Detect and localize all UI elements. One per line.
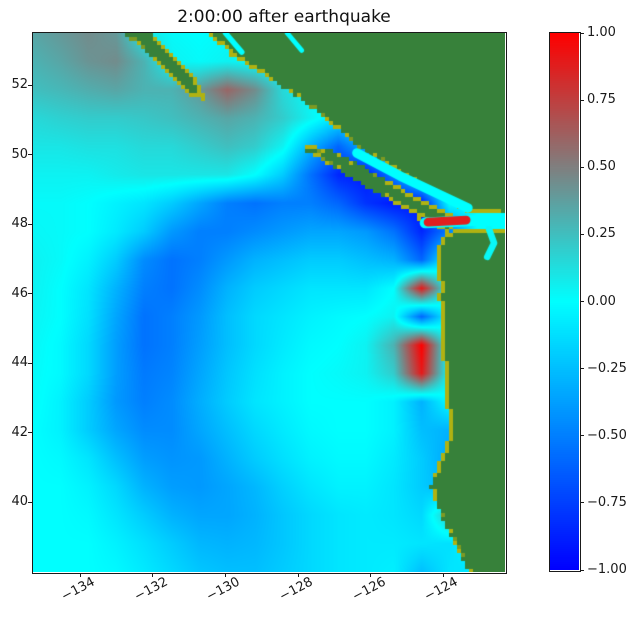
colorbar-tick-label: 0.75 bbox=[587, 92, 616, 108]
y-tick-mark bbox=[28, 154, 32, 156]
colorbar-tick-label: −0.75 bbox=[587, 494, 627, 510]
x-tick-mark bbox=[224, 573, 226, 577]
y-tick-label: 46 bbox=[11, 285, 28, 301]
y-tick-label: 48 bbox=[11, 216, 28, 232]
colorbar-tick-mark bbox=[580, 233, 584, 235]
y-tick-label: 52 bbox=[11, 77, 28, 93]
y-tick-mark bbox=[28, 84, 32, 86]
y-tick-mark bbox=[28, 223, 32, 225]
colorbar-tick-mark bbox=[580, 301, 584, 302]
x-tick-mark bbox=[79, 573, 81, 577]
x-tick-label: −134 bbox=[59, 574, 98, 605]
y-tick-mark bbox=[28, 501, 32, 503]
y-tick-mark bbox=[28, 293, 32, 295]
map-heatmap-canvas bbox=[33, 33, 505, 572]
x-tick-label: −126 bbox=[349, 574, 389, 605]
colorbar-tick-mark bbox=[580, 569, 584, 571]
colorbar-tick-mark bbox=[580, 166, 584, 168]
x-tick-label: −124 bbox=[422, 574, 461, 605]
x-tick-mark bbox=[370, 573, 372, 577]
x-tick-label: −130 bbox=[204, 574, 243, 605]
colorbar-tick-label: 0.00 bbox=[587, 293, 616, 309]
y-tick-label: 42 bbox=[11, 424, 28, 440]
y-tick-label: 44 bbox=[11, 355, 28, 371]
y-tick-mark bbox=[28, 362, 32, 364]
colorbar-canvas bbox=[550, 33, 579, 570]
y-tick-label: 50 bbox=[11, 146, 28, 162]
plot-title: 2:00:00 after earthquake bbox=[177, 7, 391, 27]
colorbar-tick-label: −1.00 bbox=[587, 562, 627, 577]
colorbar-tick-label: 0.50 bbox=[587, 159, 616, 175]
colorbar-tick-label: −0.25 bbox=[587, 360, 627, 376]
y-tick-label: 40 bbox=[11, 494, 28, 510]
colorbar-tick-mark bbox=[580, 368, 584, 370]
colorbar-tick-label: −0.50 bbox=[587, 427, 627, 443]
y-tick-mark bbox=[28, 432, 32, 434]
x-tick-label: −132 bbox=[131, 574, 171, 605]
colorbar-tick-mark bbox=[580, 502, 584, 504]
x-tick-label: −128 bbox=[276, 574, 316, 605]
x-tick-mark bbox=[442, 573, 444, 577]
colorbar-tick-mark bbox=[580, 99, 584, 101]
x-tick-mark bbox=[152, 573, 154, 577]
colorbar-tick-label: 1.00 bbox=[587, 25, 616, 40]
colorbar-tick-label: 0.25 bbox=[587, 226, 616, 242]
colorbar-tick-mark bbox=[580, 32, 584, 34]
colorbar-tick-mark bbox=[580, 435, 584, 437]
x-tick-mark bbox=[297, 573, 299, 577]
